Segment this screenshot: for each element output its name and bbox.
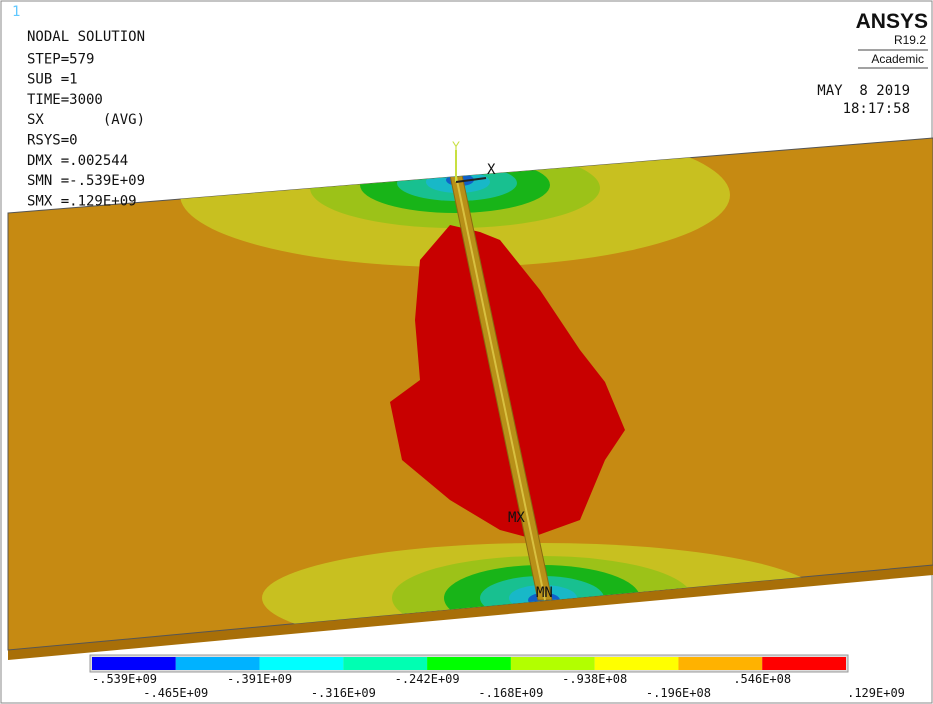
legend-swatch (175, 657, 260, 670)
legend-swatch (762, 657, 846, 670)
legend-swatch (343, 657, 428, 670)
legend-label: -.316E+09 (311, 686, 376, 700)
time: 18:17:58 (843, 101, 910, 117)
info-line: RSYS=0 (27, 133, 78, 149)
info-line: SMN =-.539E+09 (27, 173, 145, 189)
window-number: 1 (12, 4, 20, 20)
date: MAY 8 2019 (817, 83, 910, 99)
brand-name: ANSYS (856, 10, 928, 33)
info-line: SMX =.129E+09 (27, 193, 137, 209)
legend-label: -.196E+08 (646, 686, 711, 700)
legend-swatch (427, 657, 511, 670)
legend-label: -.391E+09 (227, 672, 292, 686)
legend-label: -.242E+09 (395, 672, 460, 686)
info-line: DMX =.002544 (27, 153, 128, 169)
contour-red (390, 225, 625, 538)
min-marker: MN (536, 585, 553, 601)
weld-center (455, 175, 546, 601)
legend-label: .129E+09 (847, 686, 905, 700)
legend: -.539E+09-.465E+09 -.391E+09 -.316E+09 -.24… (89, 654, 905, 700)
axis-x-label: X (487, 162, 496, 178)
info-line: SX (AVG) (27, 112, 145, 128)
info-line: SUB =1 (27, 72, 78, 88)
info-line: NODAL SOLUTION (27, 29, 145, 45)
legend-label: -.938E+08 (562, 672, 627, 686)
info-line: TIME=3000 (27, 92, 103, 108)
axis-x (455, 177, 487, 183)
legend-swatch (678, 657, 763, 670)
legend-swatch (92, 657, 176, 670)
brand-license: Academic (871, 52, 924, 66)
legend-label: .546E+08 (733, 672, 791, 686)
legend-swatch (510, 657, 595, 670)
info-line: STEP=579 (27, 51, 94, 67)
info-block: NODAL SOLUTION STEP=579 SUB =1 TIME=3000 SX … (27, 29, 145, 209)
brand-release: R19.2 (894, 33, 926, 47)
legend-swatch (594, 657, 679, 670)
plate-edge (8, 565, 933, 660)
legend-label: -.465E+09 (143, 686, 208, 700)
legend-label: -.168E+09 (478, 686, 543, 700)
max-marker: MX (508, 510, 525, 526)
legend-swatch (259, 657, 344, 670)
axis-y-label: Y (452, 139, 460, 153)
legend-label: -.539E+09 (92, 672, 157, 686)
